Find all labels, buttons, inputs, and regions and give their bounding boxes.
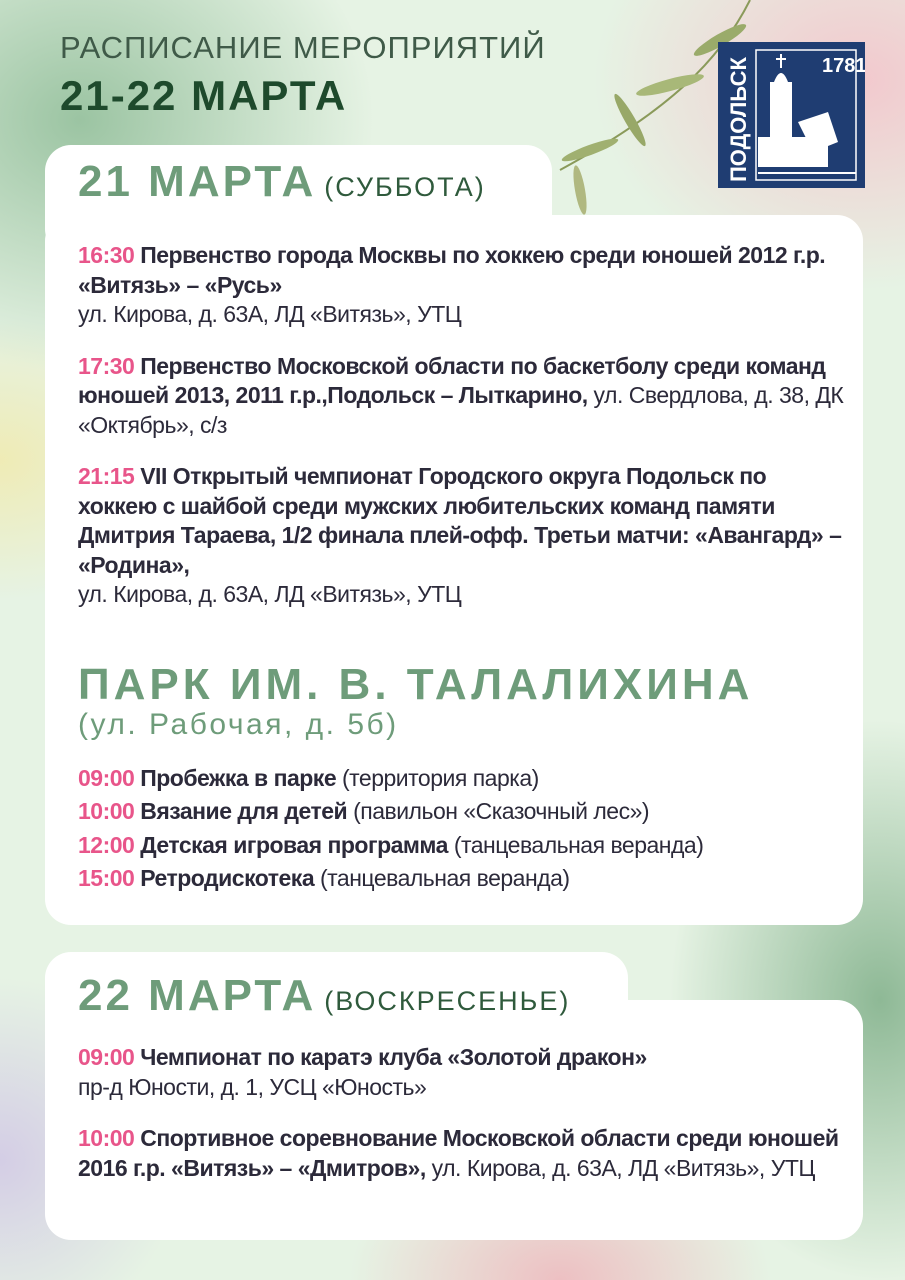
- day2-events: 09:00 Чемпионат по каратэ клуба «Золотой…: [78, 1043, 848, 1205]
- svg-text:ПОДОЛЬСК: ПОДОЛЬСК: [726, 57, 751, 182]
- schedule-title: 21-22 МАРТА: [60, 72, 348, 119]
- event-title: Спортивное соревнование Московской облас…: [78, 1125, 839, 1181]
- park-address: (ул. Рабочая, д. 5б): [78, 708, 399, 741]
- event-place: (танцевальная веранда): [453, 831, 704, 858]
- event-item: 09:00 Чемпионат по каратэ клуба «Золотой…: [78, 1043, 848, 1102]
- park-heading: ПАРК ИМ. В. ТАЛАЛИХИНА: [78, 660, 754, 709]
- event-time: 15:00: [78, 864, 135, 891]
- svg-text:1781: 1781: [822, 55, 865, 77]
- day1-weekday: (СУББОТА): [324, 172, 486, 202]
- schedule-subtitle: РАСПИСАНИЕ МЕРОПРИЯТИЙ: [60, 30, 546, 65]
- day1-events: 16:30 Первенство города Москвы по хоккею…: [78, 241, 848, 632]
- event-place: пр-д Юности, д. 1, УСЦ «Юность»: [78, 1073, 427, 1100]
- park-event-item: 15:00 Ретродискотека (танцевальная веран…: [78, 862, 703, 895]
- day2-card: [45, 1000, 863, 1240]
- event-place: (павильон «Сказочный лес»): [353, 798, 650, 825]
- park-events: 09:00 Пробежка в парке (территория парка…: [78, 762, 704, 895]
- event-place: (территория парка): [342, 765, 539, 791]
- event-title: Первенство Московской области по баскетб…: [78, 352, 826, 409]
- day1-heading: 21 МАРТА (СУББОТА): [78, 157, 486, 207]
- event-time: 09:00: [78, 1044, 135, 1070]
- park-event-item: 09:00 Пробежка в парке (территория парка…: [78, 762, 703, 795]
- event-time: 16:30: [78, 242, 135, 268]
- event-title: Пробежка в парке: [140, 765, 337, 791]
- event-title: Детская игровая программа: [140, 831, 448, 858]
- event-place: ул. Кирова, д. 63А, ЛД «Витязь», УТЦ: [78, 581, 462, 607]
- event-time: 17:30: [78, 352, 135, 379]
- event-title: VII Открытый чемпионат Городского округа…: [78, 463, 842, 578]
- day2-date: 22 МАРТА: [78, 971, 317, 1020]
- event-title: Вязание для детей: [140, 798, 348, 825]
- willow-branch-decoration: [559, 0, 751, 215]
- event-place: ул. Кирова, д. 63А, ЛД «Витязь», УТЦ: [431, 1154, 816, 1181]
- event-time: 10:00: [78, 798, 135, 825]
- event-item: 17:30 Первенство Московской области по б…: [78, 352, 848, 441]
- event-time: 12:00: [78, 831, 135, 858]
- day1-card: [45, 215, 863, 925]
- event-title: Первенство города Москвы по хоккею среди…: [78, 242, 826, 298]
- day2-weekday: (ВОСКРЕСЕНЬЕ): [324, 986, 571, 1016]
- park-event-item: 12:00 Детская игровая программа (танцева…: [78, 829, 704, 862]
- day1-date: 21 МАРТА: [78, 157, 317, 206]
- event-place: ул. Свердлова, д. 38, ДК «Октябрь», с/з: [78, 382, 844, 438]
- event-time: 21:15: [78, 463, 135, 489]
- event-time: 09:00: [78, 765, 135, 791]
- event-time: 10:00: [78, 1125, 135, 1151]
- event-item: 16:30 Первенство города Москвы по хоккею…: [78, 241, 848, 330]
- event-title: Чемпионат по каратэ клуба «Золотой драко…: [140, 1044, 647, 1070]
- park-event-item: 10:00 Вязание для детей (павильон «Сказо…: [78, 795, 703, 828]
- podolsk-logo: 1781 ПОДОЛЬСК: [718, 42, 865, 188]
- event-place: (танцевальная веранда): [320, 864, 570, 891]
- event-place: ул. Кирова, д. 63А, ЛД «Витязь», УТЦ: [78, 301, 462, 327]
- church-emblem-icon: 1781 ПОДОЛЬСК: [726, 49, 865, 182]
- event-title: Ретродискотека: [140, 864, 315, 891]
- day2-heading: 22 МАРТА (ВОСКРЕСЕНЬЕ): [78, 971, 570, 1021]
- event-item: 10:00 Спортивное соревнование Московской…: [78, 1124, 848, 1183]
- event-item: 21:15 VII Открытый чемпионат Городского …: [78, 462, 848, 610]
